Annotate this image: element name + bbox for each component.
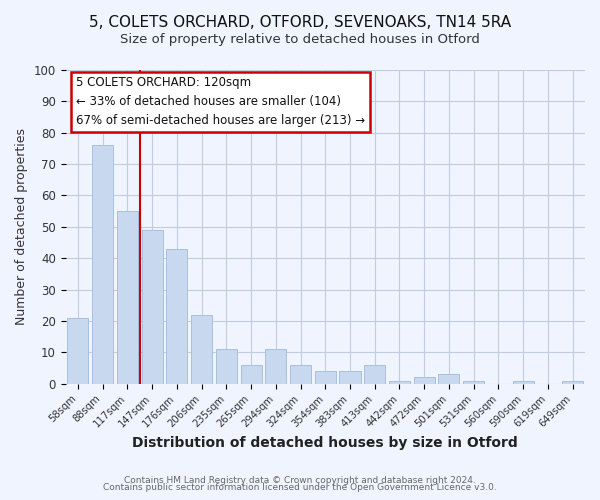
Bar [463,380,484,384]
Bar [166,249,187,384]
Text: Contains HM Land Registry data © Crown copyright and database right 2024.: Contains HM Land Registry data © Crown c… [124,476,476,485]
Bar [389,380,410,384]
Text: 5 COLETS ORCHARD: 120sqm
← 33% of detached houses are smaller (104)
67% of semi-: 5 COLETS ORCHARD: 120sqm ← 33% of detach… [76,76,365,128]
Y-axis label: Number of detached properties: Number of detached properties [15,128,28,326]
Bar [191,314,212,384]
Text: Size of property relative to detached houses in Otford: Size of property relative to detached ho… [120,32,480,46]
Text: 5, COLETS ORCHARD, OTFORD, SEVENOAKS, TN14 5RA: 5, COLETS ORCHARD, OTFORD, SEVENOAKS, TN… [89,15,511,30]
Text: Contains public sector information licensed under the Open Government Licence v3: Contains public sector information licen… [103,484,497,492]
Bar [340,371,361,384]
Bar [413,378,435,384]
Bar [216,349,237,384]
Bar [117,211,138,384]
Bar [562,380,583,384]
Bar [265,349,286,384]
Bar [67,318,88,384]
Bar [290,365,311,384]
Bar [512,380,533,384]
Bar [364,365,385,384]
Bar [315,371,336,384]
Bar [241,365,262,384]
Bar [439,374,460,384]
Bar [92,146,113,384]
Bar [142,230,163,384]
X-axis label: Distribution of detached houses by size in Otford: Distribution of detached houses by size … [133,436,518,450]
